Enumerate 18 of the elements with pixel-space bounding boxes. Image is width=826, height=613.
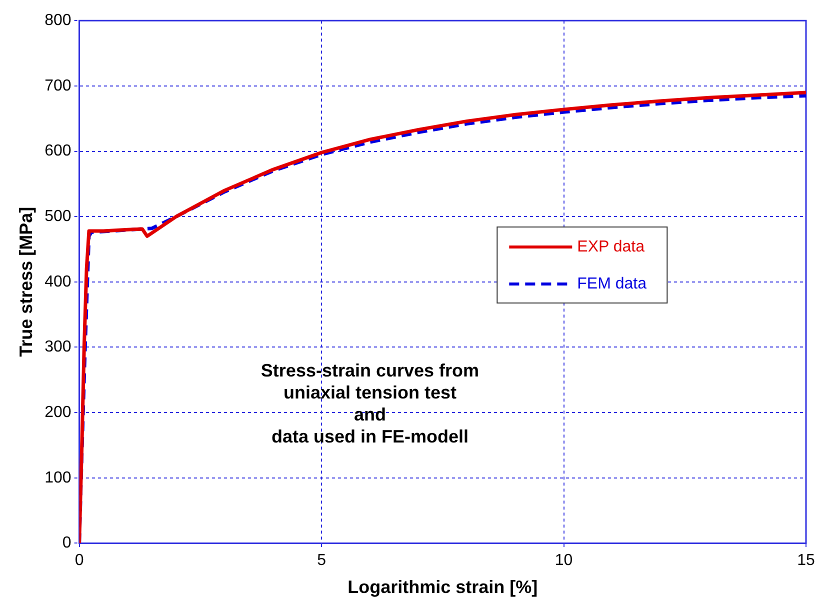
x-tick-label: 15: [797, 552, 815, 570]
y-tick-label: 700: [44, 77, 72, 94]
x-tick-label: 10: [554, 552, 573, 570]
y-tick-label: 600: [44, 142, 72, 160]
y-tick-label: 100: [44, 469, 72, 486]
legend-label: FEM data: [577, 275, 647, 292]
y-tick-label: 200: [44, 404, 72, 421]
x-tick-label: 0: [74, 552, 84, 570]
annotation: Stress-strain curves from uniaxial tension test and data used in FE-modell: [260, 360, 480, 447]
y-tick-label: 400: [44, 273, 72, 290]
y-axis-title: True stress [MPa]: [16, 206, 36, 357]
y-tick-label: 800: [44, 12, 72, 30]
x-axis-title: Logarithmic strain [%]: [348, 577, 538, 598]
x-tick-label: 5: [317, 552, 326, 570]
y-tick-label: 0: [62, 534, 72, 552]
legend-label: EXP data: [577, 238, 645, 256]
y-tick-label: 300: [44, 338, 72, 356]
y-tick-label: 500: [44, 208, 72, 225]
